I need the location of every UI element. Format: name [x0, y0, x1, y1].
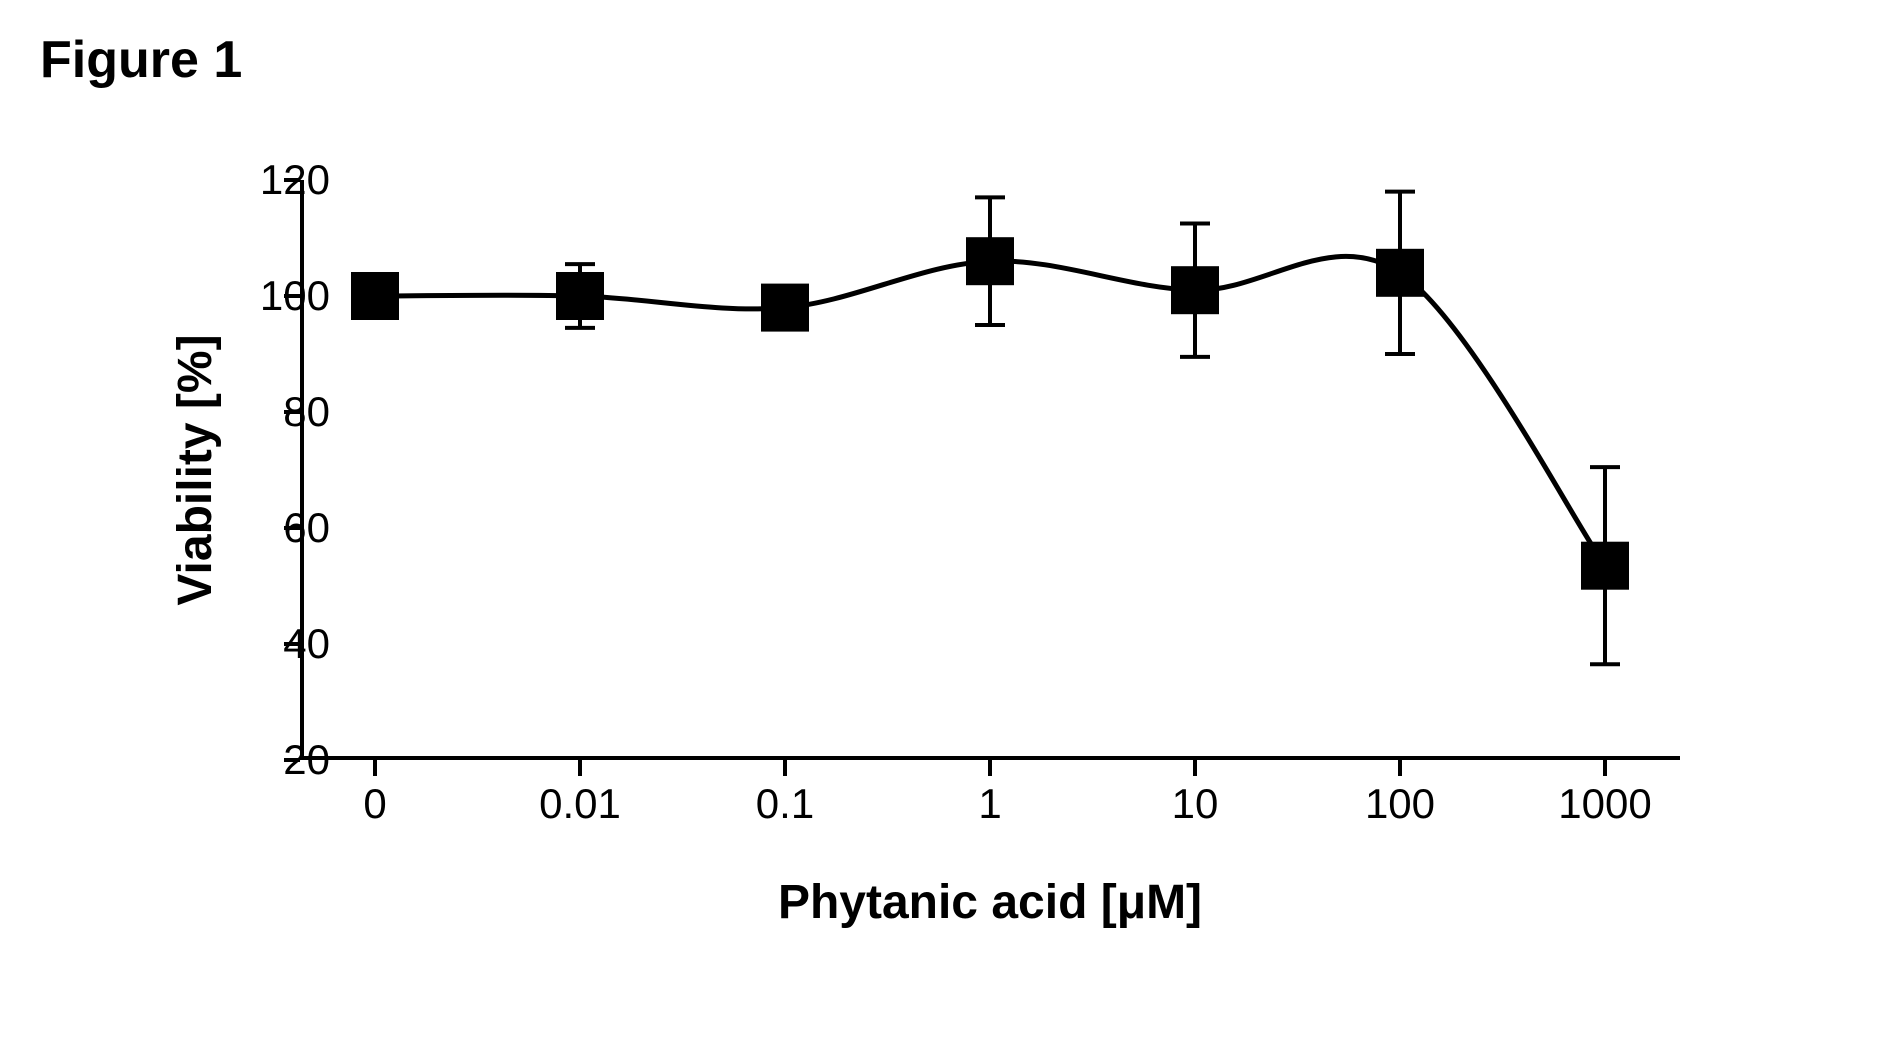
x-tick — [1603, 760, 1607, 776]
x-tick-label: 0 — [295, 780, 455, 828]
x-tick-label: 100 — [1320, 780, 1480, 828]
data-marker — [966, 237, 1014, 285]
y-axis-title: Viability [%] — [168, 334, 223, 605]
x-axis-title: Phytanic acid [μM] — [300, 875, 1680, 930]
x-tick-label: 1000 — [1525, 780, 1685, 828]
x-tick-label: 1 — [910, 780, 1070, 828]
x-tick-label: 0.01 — [500, 780, 660, 828]
chart-svg — [300, 180, 1680, 760]
plot-area — [300, 180, 1680, 760]
y-tick-label: 120 — [190, 156, 330, 204]
x-tick — [578, 760, 582, 776]
data-marker — [351, 272, 399, 320]
y-tick-label: 60 — [190, 504, 330, 552]
y-tick-label: 80 — [190, 388, 330, 436]
y-tick-label: 100 — [190, 272, 330, 320]
chart-container: Viability [%] Phytanic acid [μM] 20 40 60 8… — [130, 180, 1730, 1000]
data-marker — [1376, 249, 1424, 297]
data-marker — [1171, 266, 1219, 314]
x-tick-label: 0.1 — [705, 780, 865, 828]
x-tick — [1193, 760, 1197, 776]
data-marker — [1581, 542, 1629, 590]
figure-title: Figure 1 — [40, 30, 242, 90]
x-tick — [783, 760, 787, 776]
x-tick — [988, 760, 992, 776]
x-tick-label: 10 — [1115, 780, 1275, 828]
x-tick — [373, 760, 377, 776]
data-marker — [556, 272, 604, 320]
data-marker — [761, 284, 809, 332]
x-tick — [1398, 760, 1402, 776]
y-tick-label: 40 — [190, 620, 330, 668]
y-tick-label: 20 — [190, 736, 330, 784]
